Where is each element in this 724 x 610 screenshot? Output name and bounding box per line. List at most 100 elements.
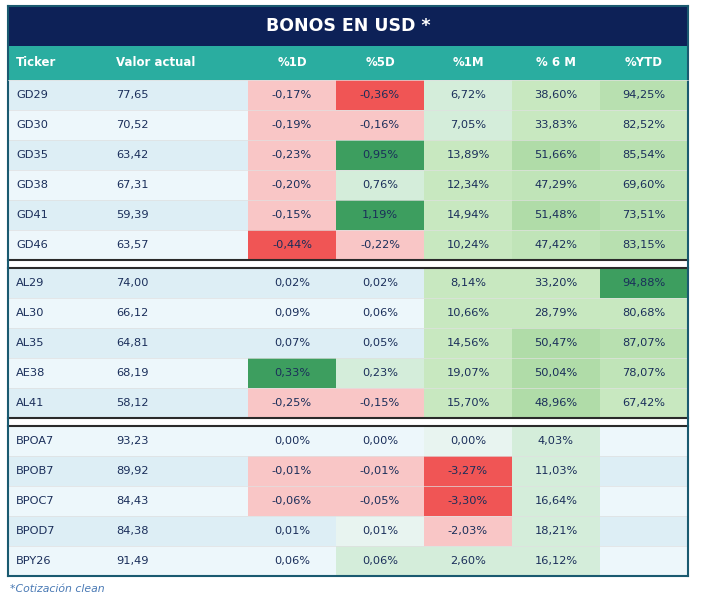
- Text: -0,25%: -0,25%: [272, 398, 312, 408]
- Bar: [512, 546, 600, 576]
- Text: 33,83%: 33,83%: [534, 120, 578, 130]
- Bar: [512, 456, 600, 486]
- Text: 0,02%: 0,02%: [274, 278, 310, 288]
- Text: 68,19: 68,19: [116, 368, 148, 378]
- Text: 89,92: 89,92: [116, 466, 148, 476]
- Text: 0,00%: 0,00%: [450, 436, 486, 446]
- Text: GD30: GD30: [16, 120, 48, 130]
- Text: 77,65: 77,65: [116, 90, 148, 100]
- Text: 67,42%: 67,42%: [623, 398, 665, 408]
- Bar: [512, 486, 600, 516]
- Text: 0,07%: 0,07%: [274, 338, 310, 348]
- Text: BONOS EN USD *: BONOS EN USD *: [266, 17, 430, 35]
- Text: 93,23: 93,23: [116, 436, 148, 446]
- Text: 10,24%: 10,24%: [447, 240, 489, 250]
- Bar: [248, 268, 336, 298]
- Text: -2,03%: -2,03%: [448, 526, 488, 536]
- Text: -0,17%: -0,17%: [272, 90, 312, 100]
- Text: -0,44%: -0,44%: [272, 240, 312, 250]
- Text: BPY26: BPY26: [16, 556, 51, 566]
- Bar: [424, 456, 512, 486]
- Bar: [248, 230, 336, 260]
- Bar: [424, 230, 512, 260]
- Text: 12,34%: 12,34%: [447, 180, 489, 190]
- Bar: [512, 200, 600, 230]
- Text: 14,56%: 14,56%: [447, 338, 489, 348]
- Bar: [600, 140, 688, 170]
- Bar: [600, 456, 688, 486]
- Text: 78,07%: 78,07%: [623, 368, 665, 378]
- Text: -0,06%: -0,06%: [272, 496, 312, 506]
- Bar: [8, 80, 108, 110]
- Text: 28,79%: 28,79%: [534, 308, 578, 318]
- Bar: [108, 426, 248, 456]
- Bar: [424, 80, 512, 110]
- Bar: [336, 200, 424, 230]
- Text: 0,05%: 0,05%: [362, 338, 398, 348]
- Bar: [108, 298, 248, 328]
- Text: 84,38: 84,38: [116, 526, 148, 536]
- Text: 94,25%: 94,25%: [623, 90, 665, 100]
- Text: 0,01%: 0,01%: [362, 526, 398, 536]
- Bar: [512, 268, 600, 298]
- Text: AE38: AE38: [16, 368, 46, 378]
- Bar: [8, 546, 108, 576]
- Bar: [8, 140, 108, 170]
- Bar: [600, 388, 688, 418]
- Text: Ticker: Ticker: [16, 57, 56, 70]
- Text: % 6 M: % 6 M: [536, 57, 576, 70]
- Bar: [600, 516, 688, 546]
- Text: 15,70%: 15,70%: [446, 398, 489, 408]
- Text: 70,52: 70,52: [116, 120, 148, 130]
- Text: 0,33%: 0,33%: [274, 368, 310, 378]
- Text: AL30: AL30: [16, 308, 44, 318]
- Bar: [108, 328, 248, 358]
- Text: GD35: GD35: [16, 150, 48, 160]
- Bar: [600, 298, 688, 328]
- Bar: [8, 426, 108, 456]
- Text: GD46: GD46: [16, 240, 48, 250]
- Bar: [8, 170, 108, 200]
- Bar: [600, 268, 688, 298]
- Text: GD29: GD29: [16, 90, 48, 100]
- Bar: [512, 80, 600, 110]
- Text: 47,29%: 47,29%: [534, 180, 578, 190]
- Bar: [8, 456, 108, 486]
- Text: 7,05%: 7,05%: [450, 120, 486, 130]
- Text: %1M: %1M: [452, 57, 484, 70]
- Text: -0,16%: -0,16%: [360, 120, 400, 130]
- Text: 91,49: 91,49: [116, 556, 148, 566]
- Bar: [424, 546, 512, 576]
- Text: 50,04%: 50,04%: [534, 368, 578, 378]
- Bar: [336, 516, 424, 546]
- Bar: [8, 260, 688, 268]
- Bar: [424, 140, 512, 170]
- Text: 48,96%: 48,96%: [534, 398, 578, 408]
- Text: 0,95%: 0,95%: [362, 150, 398, 160]
- Bar: [8, 358, 108, 388]
- Text: -3,27%: -3,27%: [448, 466, 488, 476]
- Text: -0,15%: -0,15%: [272, 210, 312, 220]
- Text: 84,43: 84,43: [116, 496, 148, 506]
- Bar: [108, 268, 248, 298]
- Text: 80,68%: 80,68%: [623, 308, 665, 318]
- Bar: [424, 268, 512, 298]
- Text: 67,31: 67,31: [116, 180, 148, 190]
- Text: 59,39: 59,39: [116, 210, 148, 220]
- Bar: [600, 200, 688, 230]
- Text: 0,09%: 0,09%: [274, 308, 310, 318]
- Bar: [248, 170, 336, 200]
- Bar: [336, 546, 424, 576]
- Text: 58,12: 58,12: [116, 398, 148, 408]
- Text: BPOD7: BPOD7: [16, 526, 56, 536]
- Bar: [512, 328, 600, 358]
- Bar: [8, 200, 108, 230]
- Text: 33,20%: 33,20%: [534, 278, 578, 288]
- Text: 19,07%: 19,07%: [446, 368, 489, 378]
- Bar: [108, 516, 248, 546]
- Text: 66,12: 66,12: [116, 308, 148, 318]
- Bar: [336, 358, 424, 388]
- Text: 0,06%: 0,06%: [362, 556, 398, 566]
- Text: 50,47%: 50,47%: [534, 338, 578, 348]
- Text: 94,88%: 94,88%: [623, 278, 665, 288]
